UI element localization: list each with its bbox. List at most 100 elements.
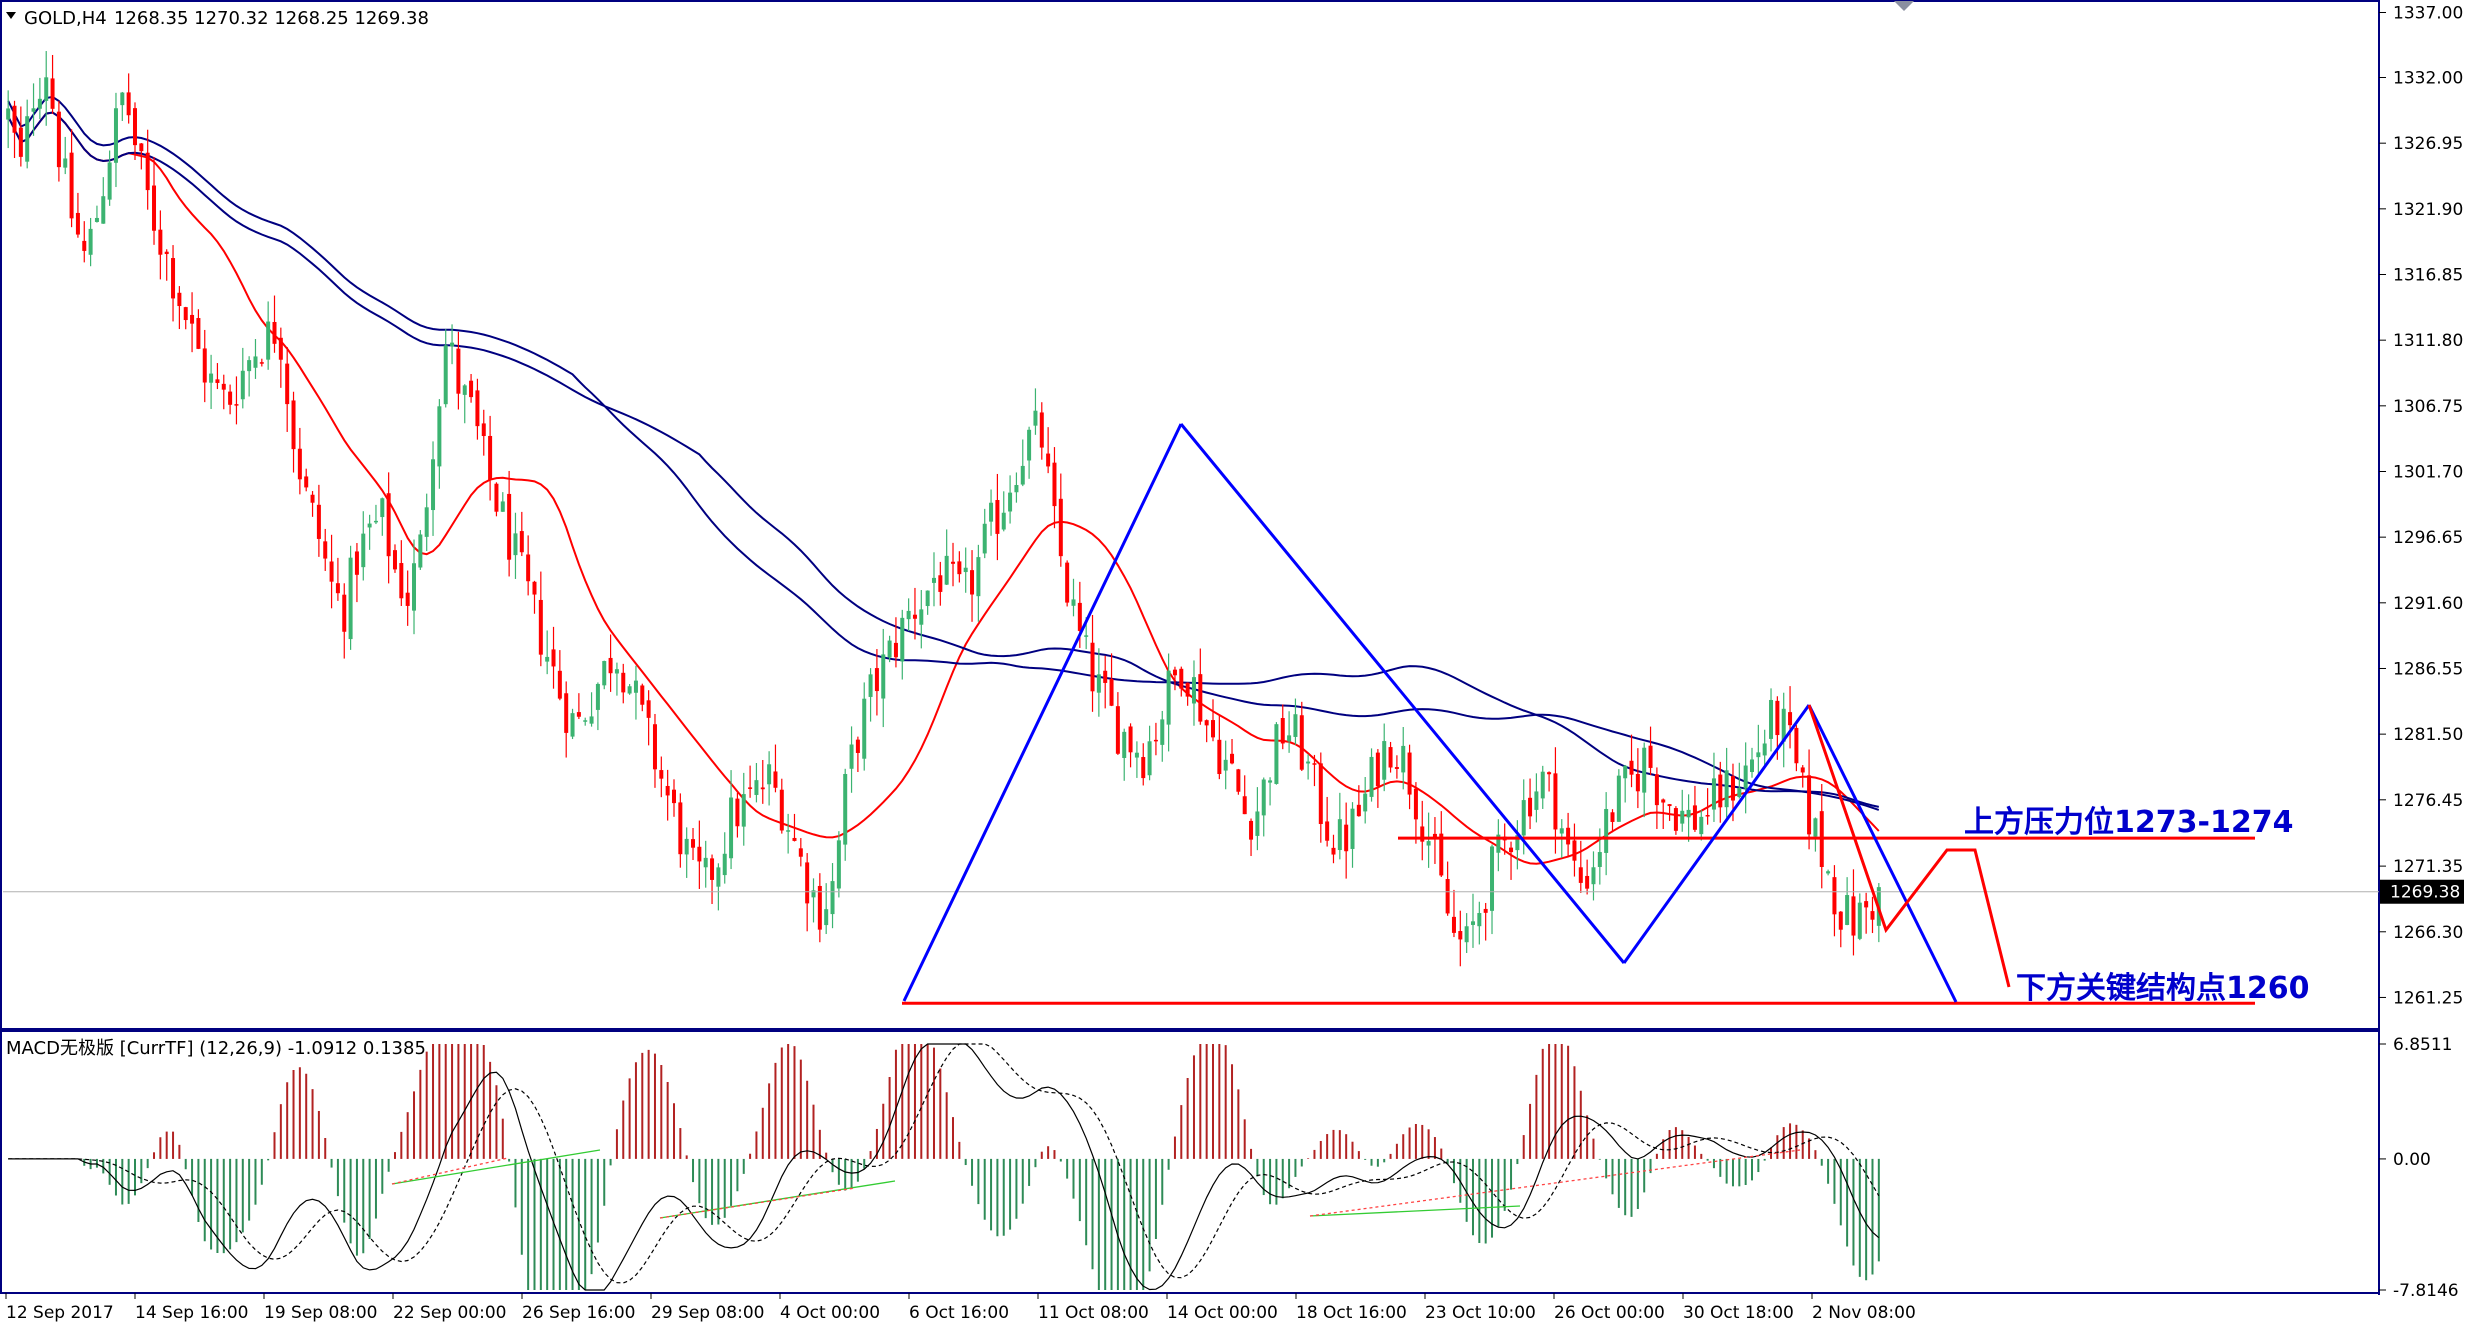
candle-body <box>101 196 106 224</box>
candle-body <box>266 321 271 360</box>
candle-body <box>1052 462 1057 507</box>
candle-body <box>1730 776 1735 801</box>
candle-body <box>1534 791 1539 810</box>
candle-body <box>1857 902 1862 939</box>
candle-body <box>1211 720 1216 738</box>
candle-body <box>481 423 486 437</box>
candle-body <box>830 881 835 915</box>
price-tick-label: 1296.65 <box>2393 528 2463 548</box>
candle-body <box>1255 811 1260 836</box>
candle-body <box>608 657 613 674</box>
time-tick-label: 11 Oct 08:00 <box>1038 1303 1149 1323</box>
candle-body <box>1769 699 1774 739</box>
candle-body <box>754 780 759 795</box>
price-tick-label: 1326.95 <box>2393 134 2463 154</box>
candle-body <box>1058 498 1063 557</box>
price-tick-label: 1301.70 <box>2393 462 2463 482</box>
candle-body <box>418 534 423 568</box>
candle-body <box>12 105 17 133</box>
candle-body <box>1477 913 1482 927</box>
candle-body <box>1572 840 1577 861</box>
macd-tick-label: -7.8146 <box>2393 1281 2459 1301</box>
candle-body <box>576 712 581 717</box>
candle-body <box>1071 599 1076 606</box>
time-tick-label: 26 Sep 16:00 <box>522 1303 635 1323</box>
candle-body <box>583 720 588 722</box>
candle-body <box>957 561 962 575</box>
candle-body <box>1800 767 1805 773</box>
current-price-label: 1269.38 <box>2390 883 2460 903</box>
candle-body <box>1509 847 1514 853</box>
candle-body <box>399 563 404 599</box>
candle-body <box>1280 718 1285 744</box>
candle-body <box>1382 741 1387 780</box>
time-tick-label: 18 Oct 16:00 <box>1296 1303 1407 1323</box>
candle-body <box>1667 804 1672 807</box>
projection-zigzag <box>1807 704 2011 988</box>
ma-navy-line-2 <box>7 111 1880 811</box>
candle-body <box>843 773 848 845</box>
candle-body <box>1369 756 1374 797</box>
candle-body <box>678 802 683 855</box>
candle-body <box>18 127 23 157</box>
candle-body <box>354 551 359 575</box>
candle-body <box>1750 759 1755 773</box>
price-tick-label: 1291.60 <box>2393 594 2463 614</box>
candle-body <box>893 642 898 658</box>
candle-body <box>1413 788 1418 820</box>
pattern-line <box>1179 423 1626 964</box>
candle-body <box>494 483 499 512</box>
candle-body <box>951 561 956 564</box>
candle-body <box>31 108 36 112</box>
candle-body <box>671 789 676 804</box>
price-tick-label: 1321.90 <box>2393 200 2463 220</box>
candle-body <box>1039 412 1044 448</box>
candle-body <box>792 837 797 841</box>
candle-body <box>82 240 87 251</box>
candle-body <box>1344 824 1349 852</box>
candle-body <box>1350 808 1355 849</box>
candle-body <box>1204 720 1209 726</box>
candle-body <box>1249 820 1254 840</box>
dropdown-triangle-icon[interactable] <box>6 12 16 19</box>
candle-body <box>811 890 816 898</box>
candle-body <box>1673 808 1678 831</box>
price-panel-frame <box>0 0 2380 1030</box>
candle-body <box>538 599 543 655</box>
candle-body <box>868 674 873 697</box>
candle-body <box>126 92 131 116</box>
candle-body <box>1122 731 1127 758</box>
candle-body <box>1179 668 1184 689</box>
candle-body <box>177 292 182 307</box>
candle-body <box>253 356 258 368</box>
candle-body <box>183 307 188 321</box>
candle-body <box>285 363 290 405</box>
candle-body <box>526 554 531 582</box>
candle-body <box>729 797 734 859</box>
time-tick-label: 4 Oct 00:00 <box>780 1303 880 1323</box>
candle-body <box>938 575 943 592</box>
candle-body <box>88 228 93 255</box>
candle-body <box>545 656 550 662</box>
candle-body <box>234 404 239 406</box>
candle-body <box>1388 747 1393 768</box>
candle-body <box>1616 775 1621 822</box>
candle-body <box>1236 769 1241 792</box>
candle-body <box>1141 757 1146 779</box>
candle-body <box>367 523 372 528</box>
candle-body <box>1331 847 1336 855</box>
candle-body <box>259 362 264 364</box>
time-tick-label: 19 Sep 08:00 <box>264 1303 377 1323</box>
candle-body <box>323 541 328 559</box>
candle-body <box>1794 727 1799 764</box>
candle-body <box>221 383 226 390</box>
candle-body <box>380 498 385 518</box>
candle-body <box>209 373 214 383</box>
candle-body <box>1604 808 1609 853</box>
candle-body <box>507 493 512 560</box>
moving-average-layer <box>7 95 1880 865</box>
candle-body <box>361 533 366 568</box>
pattern-layer <box>902 423 2011 1003</box>
price-tick-label: 1261.25 <box>2393 988 2463 1008</box>
candle-body <box>779 789 784 831</box>
